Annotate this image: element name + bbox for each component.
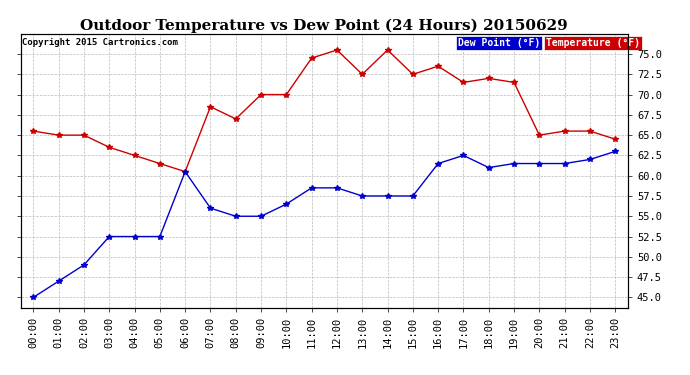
Text: Copyright 2015 Cartronics.com: Copyright 2015 Cartronics.com bbox=[22, 38, 178, 47]
Text: Temperature (°F): Temperature (°F) bbox=[546, 38, 640, 48]
Text: Dew Point (°F): Dew Point (°F) bbox=[458, 38, 540, 48]
Title: Outdoor Temperature vs Dew Point (24 Hours) 20150629: Outdoor Temperature vs Dew Point (24 Hou… bbox=[81, 18, 568, 33]
